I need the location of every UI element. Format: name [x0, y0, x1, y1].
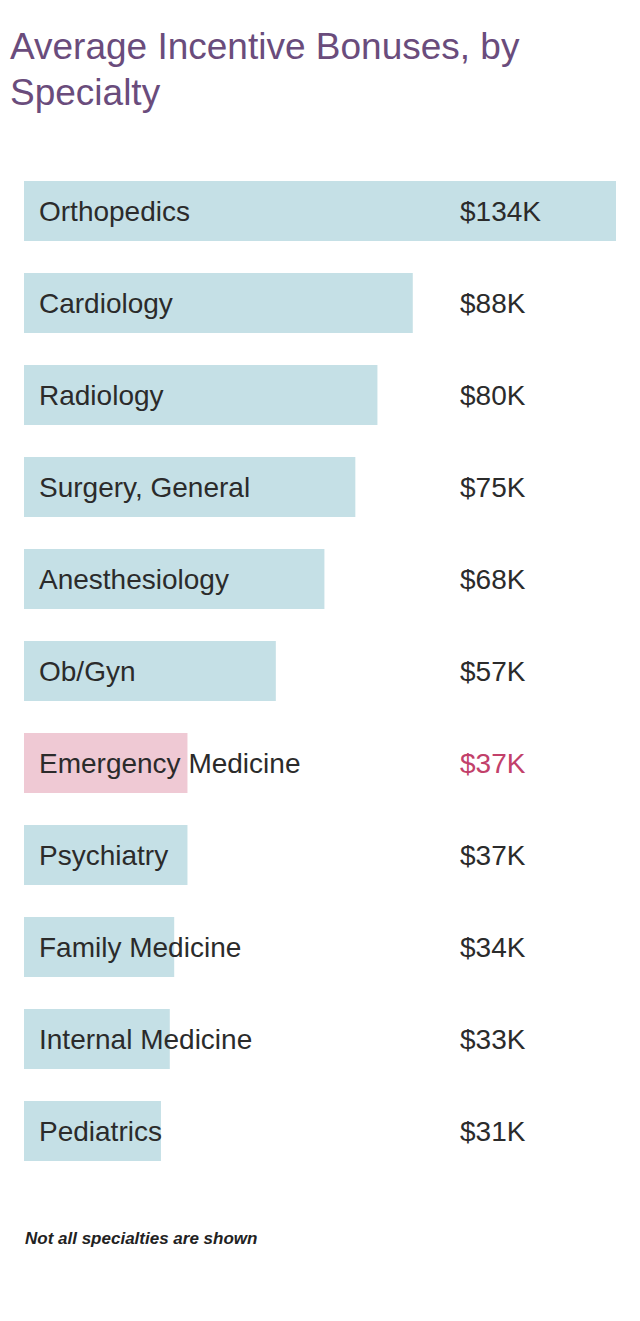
svg-text:$68K: $68K: [460, 564, 526, 595]
svg-text:$80K: $80K: [460, 380, 526, 411]
svg-text:Radiology: Radiology: [39, 380, 164, 411]
svg-text:$37K: $37K: [460, 840, 526, 871]
svg-text:Ob/Gyn: Ob/Gyn: [39, 656, 135, 687]
svg-text:Emergency Medicine: Emergency Medicine: [39, 748, 300, 779]
svg-text:$34K: $34K: [460, 932, 526, 963]
svg-text:$31K: $31K: [460, 1116, 526, 1147]
svg-text:$57K: $57K: [460, 656, 526, 687]
svg-text:Average Incentive Bonuses, by: Average Incentive Bonuses, by: [10, 26, 530, 67]
svg-text:Not all specialties are shown: Not all specialties are shown: [25, 1229, 257, 1248]
svg-text:$134K: $134K: [460, 196, 541, 227]
svg-text:Internal Medicine: Internal Medicine: [39, 1024, 252, 1055]
svg-text:Specialty: Specialty: [10, 72, 161, 113]
svg-text:$33K: $33K: [460, 1024, 526, 1055]
svg-text:Orthopedics: Orthopedics: [39, 196, 190, 227]
svg-text:Surgery, General: Surgery, General: [39, 472, 250, 503]
svg-text:$37K: $37K: [460, 748, 526, 779]
svg-text:Cardiology: Cardiology: [39, 288, 173, 319]
svg-text:Psychiatry: Psychiatry: [39, 840, 168, 871]
svg-text:Family Medicine: Family Medicine: [39, 932, 241, 963]
svg-text:$88K: $88K: [460, 288, 526, 319]
svg-text:$75K: $75K: [460, 472, 526, 503]
svg-text:Anesthesiology: Anesthesiology: [39, 564, 229, 595]
svg-text:Pediatrics: Pediatrics: [39, 1116, 162, 1147]
